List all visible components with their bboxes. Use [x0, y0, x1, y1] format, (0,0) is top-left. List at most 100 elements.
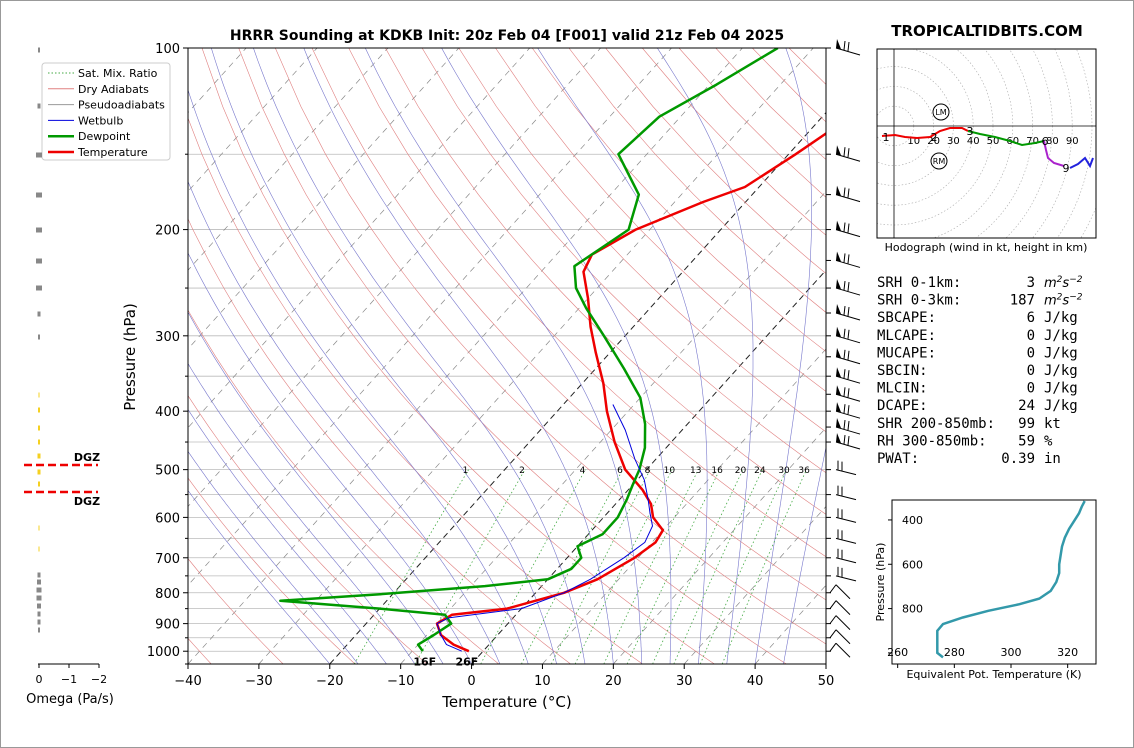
hodograph-trace: [967, 130, 1045, 147]
index-label: SHR 200-850mb:: [877, 416, 995, 432]
thetae-y-tick-label: 800: [902, 603, 923, 616]
pseudoadiabat-line: [253, 48, 586, 664]
wind-barb-pennant: [836, 185, 841, 196]
mixing-ratio-label: 16: [711, 466, 723, 476]
wind-barb-flag: [829, 600, 837, 609]
hodograph-height-label: 3: [967, 125, 974, 138]
index-label: PWAT:: [877, 451, 919, 467]
storm-motion-marker: [930, 152, 948, 170]
omega-bar: [38, 546, 40, 552]
hodograph-ring-label: 80: [1046, 136, 1059, 147]
index-unit: in: [1044, 451, 1061, 467]
hodograph-ring-label: 30: [947, 136, 960, 147]
surface-temperature-label: 26F: [455, 656, 478, 669]
unit-part: −2: [1069, 275, 1083, 285]
thetae-x-tick-label: 300: [1001, 646, 1022, 659]
wind-barb-pennant: [836, 433, 841, 444]
mixing-ratio-line: [574, 469, 673, 664]
wind-barb-pennant: [836, 326, 841, 337]
omega-bar: [36, 595, 42, 601]
pseudoadiabat-line: [188, 88, 529, 664]
mixing-ratio-label: 36: [798, 466, 810, 476]
omega-tick-label: −1: [61, 673, 77, 686]
wind-barb-staff: [835, 410, 861, 419]
index-value: 59: [1018, 433, 1035, 449]
pseudoadiabat-line: [188, 489, 331, 664]
index-unit: J/kg: [1044, 398, 1078, 414]
dry-adiabat-line: [788, 48, 826, 85]
thetae-frame: [891, 499, 1097, 665]
omega-bar: [36, 587, 42, 593]
series-line-dewpoint: [279, 48, 779, 652]
pseudoadiabat-line: [188, 408, 387, 664]
wind-barb-flag: [847, 370, 850, 380]
dry-adiabat-line: [458, 48, 826, 433]
dry-adiabat-line: [188, 117, 643, 664]
omega-bar: [36, 258, 42, 264]
hodograph-ring-label: 40: [967, 136, 980, 147]
wind-barb-flag: [847, 148, 850, 158]
wind-barb-staff: [835, 375, 861, 384]
wind-barb-pennant: [836, 418, 841, 429]
mixing-ratio-label: 24: [754, 466, 766, 476]
unit-part: m: [1044, 276, 1057, 291]
wind-barb-flag: [847, 281, 850, 292]
wind-barb-pennant: [836, 220, 841, 231]
hodograph-height-label: 2: [931, 131, 938, 144]
wind-barb-staff: [835, 642, 851, 658]
isotherm-line: [329, 111, 826, 664]
hodograph-height-label: 1: [883, 131, 890, 144]
dry-adiabat-line: [188, 218, 571, 664]
isotherm-line: [0, 48, 34, 664]
wind-barb-flag: [847, 306, 850, 317]
wind-barb-staff: [835, 47, 861, 56]
pseudoadiabat-line: [188, 180, 501, 664]
skewt-frame: [187, 47, 827, 665]
index-value: 3: [1027, 275, 1035, 291]
mixing-ratio-line: [414, 469, 526, 664]
wind-barb-staff: [835, 335, 861, 344]
wind-barb-flag: [843, 349, 846, 359]
legend-label: Temperature: [77, 146, 148, 159]
wind-barb-staff: [835, 600, 851, 615]
index-unit: J/kg: [1044, 345, 1078, 361]
wind-barb-flag: [847, 188, 850, 198]
omega-bar: [36, 152, 42, 158]
legend-label: Dry Adiabats: [78, 83, 149, 96]
wind-barb-pennant: [836, 304, 841, 315]
thetae-x-tick-label: 320: [1057, 646, 1078, 659]
omega-bar: [36, 192, 42, 198]
index-label: MLCAPE:: [877, 328, 936, 344]
dgz-label-bottom: DGZ: [74, 495, 100, 508]
thetae-x-tick-label: 260: [887, 646, 908, 659]
dry-adiabat-line: [188, 477, 356, 664]
y-tick-label: 600: [155, 511, 180, 526]
pseudoadiabat-line: [188, 311, 444, 664]
hodograph-trace: [1043, 140, 1065, 167]
legend-label: Pseudoadiabats: [78, 99, 165, 112]
thetae-x-axis-label: Equivalent Pot. Temperature (K): [906, 668, 1081, 681]
omega-bar: [36, 227, 42, 233]
unit-part: s: [1062, 294, 1069, 309]
wind-barb-staff: [835, 194, 861, 203]
thetae-y-tick-label: 400: [902, 514, 923, 527]
mixing-ratio-label: 13: [690, 466, 701, 476]
dry-adiabat-line: [188, 558, 284, 664]
index-label: SBCAPE:: [877, 310, 936, 326]
thetae-area: [936, 500, 1086, 659]
index-label: MUCAPE:: [877, 345, 936, 361]
dry-adiabat-line: [495, 48, 826, 392]
y-tick-label: 300: [155, 330, 180, 345]
index-unit: J/kg: [1044, 381, 1078, 397]
storm-motion-label: RM: [933, 157, 946, 166]
hodograph-ring-label: 50: [987, 136, 1000, 147]
mixing-ratio-label: 1: [463, 466, 469, 476]
omega-bar: [37, 311, 41, 317]
mixing-ratio-label: 4: [580, 466, 586, 476]
y-tick-label: 200: [155, 224, 180, 239]
unit-part: 2: [1057, 293, 1063, 303]
hodograph-ring-label: 90: [1066, 136, 1079, 147]
wind-barb-flag: [843, 40, 846, 51]
